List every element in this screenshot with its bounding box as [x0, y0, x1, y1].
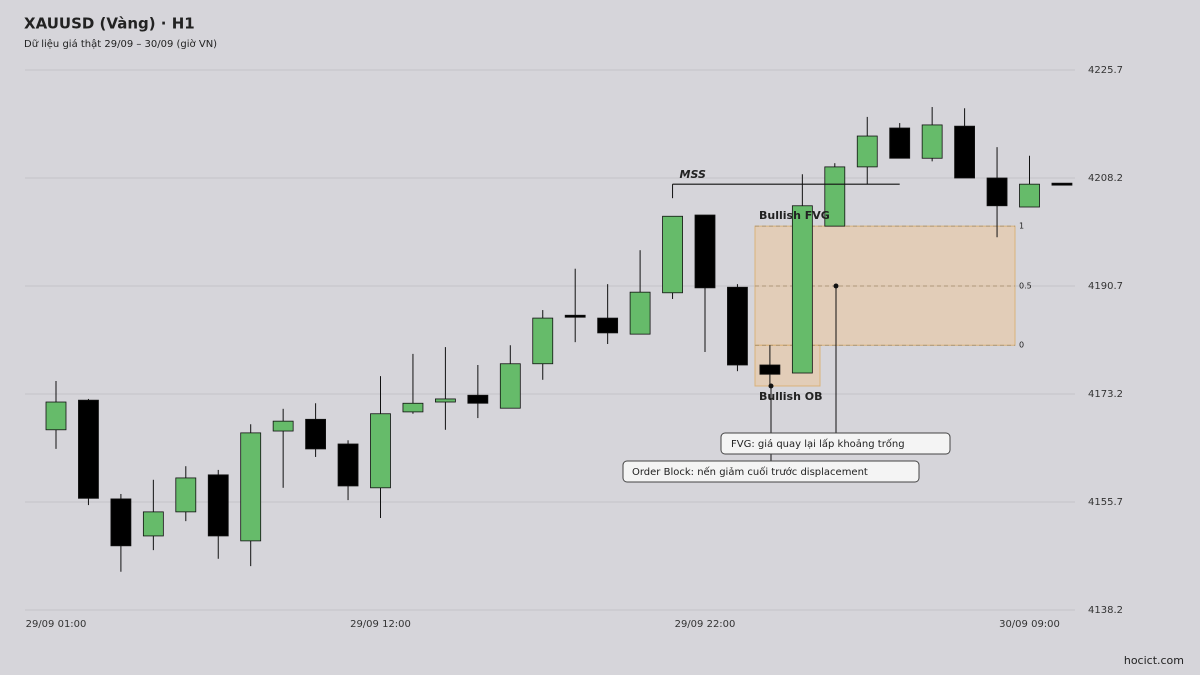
fvg-callout-dot	[833, 283, 839, 289]
chart-title: XAUUSD (Vàng) · H1	[24, 15, 195, 33]
fvg-note-box	[720, 432, 951, 455]
candle-body	[499, 363, 521, 409]
candle-body	[954, 125, 975, 179]
ob-note: Order Block: nến giảm cuối trước displac…	[632, 466, 868, 478]
candle-body	[142, 511, 164, 537]
candle-body	[207, 474, 229, 537]
candle-body	[434, 398, 456, 403]
y-tick-label: 4190.7	[1088, 281, 1123, 292]
candle-body	[824, 166, 846, 227]
candle-body	[921, 124, 943, 159]
mss-label: MSS	[680, 168, 706, 181]
candle-body	[629, 291, 651, 335]
candle-body	[240, 432, 262, 542]
y-tick-label: 4208.2	[1088, 173, 1123, 184]
x-tick-label: 29/09 22:00	[675, 619, 736, 630]
candle-body	[759, 364, 781, 375]
candle-body	[662, 215, 683, 294]
y-tick-label: 4138.2	[1088, 605, 1123, 616]
fvg-level-label: 1	[1019, 222, 1024, 231]
candle-body	[856, 135, 878, 168]
candle-body	[986, 177, 1008, 207]
fvg-note: FVG: giá quay lại lấp khoảng trống	[731, 438, 905, 450]
y-tick-label: 4155.7	[1088, 497, 1123, 508]
fvg-level-label: 0	[1019, 341, 1024, 350]
ob-label: Bullish OB	[759, 390, 822, 403]
candle-body	[110, 498, 132, 547]
candle-body	[175, 477, 197, 513]
candle-body	[597, 317, 619, 334]
candle-body	[45, 401, 67, 431]
candle-body	[272, 420, 294, 432]
ob-callout-dot	[768, 383, 774, 389]
candle-body	[402, 402, 424, 413]
candle-body	[467, 394, 489, 404]
x-tick-label: 29/09 01:00	[26, 619, 87, 630]
chart-subtitle: Dữ liệu giá thật 29/09 – 30/09 (giờ VN)	[24, 38, 217, 50]
source: hocict.com	[1124, 654, 1184, 667]
candle-body	[791, 205, 813, 374]
candle-body	[694, 214, 716, 289]
candle-body	[532, 317, 554, 365]
y-tick-label: 4173.2	[1088, 389, 1123, 400]
x-tick-label: 30/09 09:00	[999, 619, 1060, 630]
x-tick-label: 29/09 12:00	[350, 619, 411, 630]
candle-body	[337, 443, 359, 487]
candle-body	[1019, 183, 1040, 208]
fvg-level-label: 0.5	[1019, 282, 1032, 291]
candle-body	[370, 413, 391, 489]
y-tick-label: 4225.7	[1088, 65, 1123, 76]
candle-body	[564, 314, 586, 318]
candle-body	[889, 127, 911, 159]
candle-body	[727, 286, 748, 366]
candle-body	[1051, 182, 1073, 186]
candle-body	[78, 399, 99, 499]
fvg-label: Bullish FVG	[759, 209, 830, 222]
ob-note-box	[622, 460, 920, 483]
candle-body	[305, 418, 327, 450]
